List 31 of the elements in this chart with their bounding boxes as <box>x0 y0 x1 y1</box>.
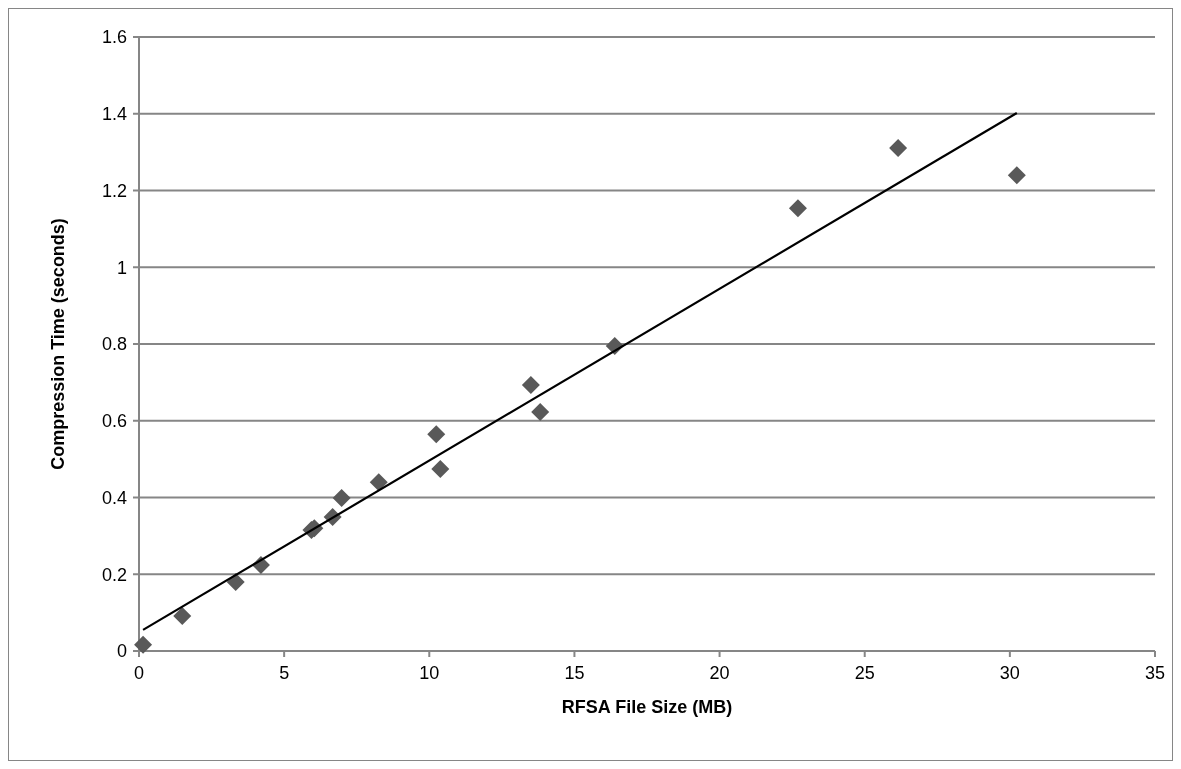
y-axis-title: Compression Time (seconds) <box>48 218 68 470</box>
x-tick-label: 10 <box>419 663 440 683</box>
point <box>431 460 450 479</box>
y-tick-label: 1 <box>116 257 127 278</box>
point <box>427 425 446 444</box>
x-tick-label: 20 <box>709 663 730 683</box>
x-tick-label: 30 <box>999 663 1020 683</box>
x-tick-label: 15 <box>564 663 585 683</box>
y-tick-label: 0.4 <box>101 487 127 508</box>
point <box>1007 166 1026 185</box>
point <box>889 138 908 157</box>
y-tick-label: 0 <box>116 641 127 662</box>
point <box>788 199 807 218</box>
point <box>332 488 351 507</box>
x-axis-title: RFSA File Size (MB) <box>561 697 733 717</box>
y-tick-label: 1.4 <box>101 104 127 125</box>
x-tick-label: 25 <box>854 663 875 683</box>
x-tick-label: 0 <box>133 663 145 683</box>
y-tick-label: 0.8 <box>101 334 127 355</box>
point <box>173 607 192 626</box>
point <box>226 572 245 591</box>
y-tick-label: 0.2 <box>101 564 127 585</box>
y-tick-label: 1.6 <box>101 27 127 48</box>
y-tick-label: 0.6 <box>101 411 127 432</box>
x-tick-label: 35 <box>1144 663 1166 683</box>
point <box>134 635 153 654</box>
point <box>521 376 540 395</box>
point <box>531 402 550 421</box>
x-tick-label: 5 <box>279 663 290 683</box>
point <box>369 473 388 492</box>
y-tick-label: 1.2 <box>101 180 127 201</box>
